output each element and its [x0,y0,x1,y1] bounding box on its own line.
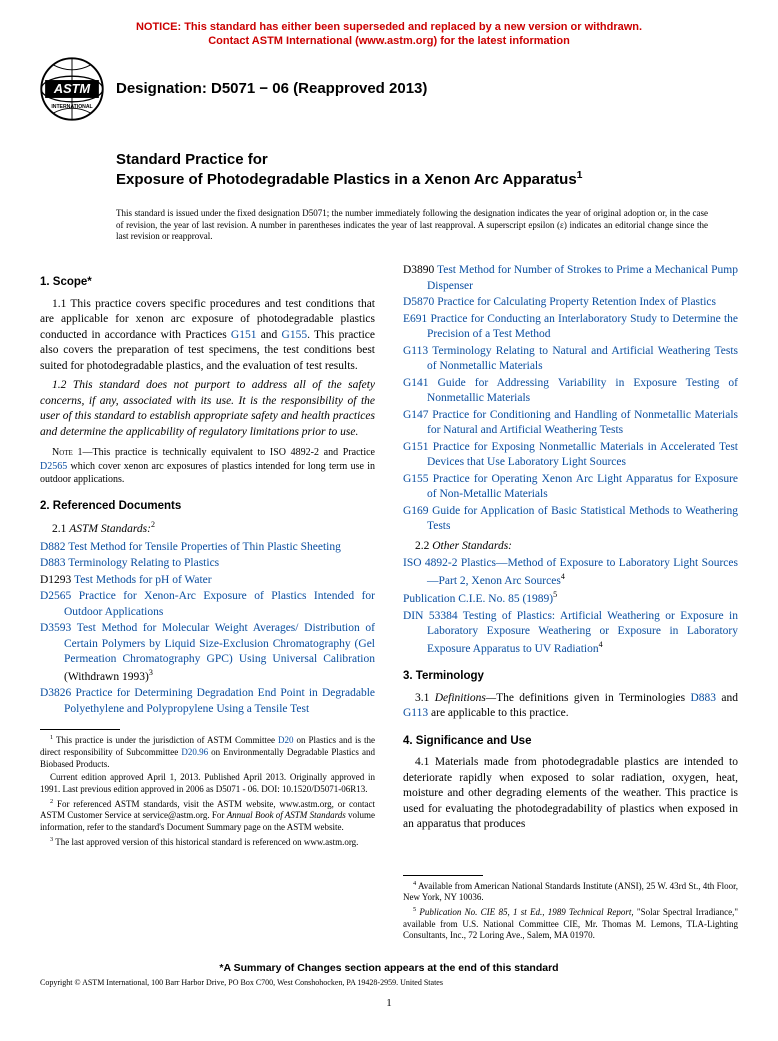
designation-text: Designation: D5071 − 06 (Reapproved 2013… [116,80,427,97]
notice-line1: NOTICE: This standard has either been su… [136,21,642,33]
reference-code[interactable]: D2565 [40,590,71,602]
left-column: 1. Scope* 1.1 This practice covers speci… [40,263,375,944]
astm-logo: ASTM INTERNATIONAL [40,57,104,121]
scope-heading: 1. Scope* [40,275,375,291]
reference-title: Practice for Calculating Property Retent… [434,296,716,308]
reference-code[interactable]: G113 [403,345,428,357]
reference-item: DIN 53384 Testing of Plastics: Artificia… [403,609,738,657]
reference-code[interactable]: D883 [40,557,66,569]
link-d20-96[interactable]: D20.96 [181,747,208,757]
reference-title: Test Methods for pH of Water [71,574,211,586]
scope-p1: 1.1 This practice covers specific proced… [40,297,375,375]
reference-item: D882 Test Method for Tensile Properties … [40,540,375,556]
reference-code[interactable]: E691 [403,313,427,325]
terminology-heading: 3. Terminology [403,669,738,685]
significance-heading: 4. Significance and Use [403,734,738,750]
footnotes-left: 1 This practice is under the jurisdictio… [40,734,375,848]
title-block: Standard Practice for Exposure of Photod… [116,151,738,191]
footnotes-right: 4 Available from American National Stand… [403,880,738,942]
reference-item: D5870 Practice for Calculating Property … [403,295,738,311]
reference-item: ISO 4892-2 Plastics—Method of Exposure t… [403,556,738,589]
document-page: NOTICE: This standard has either been su… [0,0,778,1019]
reference-title: Practice for Conducting an Interlaborato… [427,313,738,341]
reference-item: G141 Guide for Addressing Variability in… [403,376,738,407]
body-columns: 1. Scope* 1.1 This practice covers speci… [40,263,738,944]
scope-note1: Note 1—This practice is technically equi… [40,446,375,487]
reference-item: G147 Practice for Conditioning and Handl… [403,408,738,439]
reference-title: Test Method for Tensile Properties of Th… [66,541,341,553]
changes-note: *A Summary of Changes section appears at… [40,962,738,974]
significance-p1: 4.1 Materials made from photodegradable … [403,755,738,833]
astm-refs-left: D882 Test Method for Tensile Properties … [40,540,375,718]
reference-code[interactable]: G169 [403,505,429,517]
reference-title: Practice for Determining Degradation End… [64,687,375,715]
reference-item: G169 Guide for Application of Basic Stat… [403,504,738,535]
reference-code[interactable]: G155 [403,473,429,485]
svg-text:ASTM: ASTM [53,80,91,95]
reference-code[interactable]: Publication C.I.E. No. 85 (1989) [403,593,553,605]
reference-code[interactable]: D882 [40,541,66,553]
reference-item: D3826 Practice for Determining Degradati… [40,686,375,717]
reference-title: Test Method for Molecular Weight Average… [64,622,375,665]
reference-title: Plastics—Method of Exposure to Laborator… [427,557,738,586]
reference-code[interactable]: D5870 [403,296,434,308]
reference-item: E691 Practice for Conducting an Interlab… [403,312,738,343]
title-prefix: Standard Practice for [116,151,738,170]
notice-line2: Contact ASTM International (www.astm.org… [208,35,570,47]
reference-item: D2565 Practice for Xenon-Arc Exposure of… [40,589,375,620]
link-g155[interactable]: G155 [282,329,308,341]
reference-code[interactable]: G141 [403,377,429,389]
svg-text:INTERNATIONAL: INTERNATIONAL [51,104,92,110]
reference-title: Terminology Relating to Natural and Arti… [427,345,738,373]
reference-item: G113 Terminology Relating to Natural and… [403,344,738,375]
header-row: ASTM INTERNATIONAL Designation: D5071 − … [40,57,738,121]
page-number: 1 [40,997,738,1009]
footnote-rule-left [40,729,120,730]
notice-banner: NOTICE: This standard has either been su… [40,20,738,49]
reference-item: D883 Terminology Relating to Plastics [40,556,375,572]
reference-item: D3593 Test Method for Molecular Weight A… [40,621,375,685]
reference-item: G151 Practice for Exposing Nonmetallic M… [403,440,738,471]
reference-item: G155 Practice for Operating Xenon Arc Li… [403,472,738,503]
reference-code[interactable]: G147 [403,409,429,421]
copyright-text: Copyright © ASTM International, 100 Barr… [40,978,738,987]
other-standards-label: 2.2 Other Standards: [403,539,738,555]
reference-code[interactable]: G151 [403,441,429,453]
title-main: Exposure of Photodegradable Plastics in … [116,169,738,190]
reference-title: Terminology Relating to Plastics [66,557,220,569]
link-g151[interactable]: G151 [231,329,257,341]
scope-p2: 1.2 This standard does not purport to ad… [40,378,375,440]
reference-code[interactable]: D3826 [40,687,71,699]
reference-item: D1293 Test Methods for pH of Water [40,573,375,589]
link-d20[interactable]: D20 [278,735,294,745]
reference-title: Test Method for Number of Strokes to Pri… [427,264,738,292]
reference-code[interactable]: ISO 4892-2 [403,557,458,569]
astm-standards-label: 2.1 ASTM Standards:2 [40,520,375,537]
right-column: D3890 Test Method for Number of Strokes … [403,263,738,944]
issuance-note: This standard is issued under the fixed … [116,208,708,243]
link-g113[interactable]: G113 [403,707,428,719]
refdocs-heading: 2. Referenced Documents [40,499,375,515]
reference-code[interactable]: DIN 53384 [403,610,458,622]
reference-title: Testing of Plastics: Artificial Weatheri… [427,610,738,655]
reference-title: Guide for Application of Basic Statistic… [427,505,738,533]
astm-refs-right: D3890 Test Method for Number of Strokes … [403,263,738,535]
terminology-p1: 3.1 Definitions—The definitions given in… [403,691,738,722]
reference-item: D3890 Test Method for Number of Strokes … [403,263,738,294]
reference-code[interactable]: D3890 [403,264,434,276]
other-refs: ISO 4892-2 Plastics—Method of Exposure t… [403,556,738,657]
reference-title: Practice for Conditioning and Handling o… [427,409,738,437]
footnote-rule-right [403,875,483,876]
reference-code[interactable]: D3593 [40,622,71,634]
reference-title: Practice for Exposing Nonmetallic Materi… [427,441,738,469]
reference-code[interactable]: D1293 [40,574,71,586]
reference-item: Publication C.I.E. No. 85 (1989)5 [403,590,738,607]
link-d2565[interactable]: D2565 [40,461,67,472]
reference-title: Practice for Xenon-Arc Exposure of Plast… [64,590,375,618]
reference-title: Guide for Addressing Variability in Expo… [427,377,738,405]
reference-title: Practice for Operating Xenon Arc Light A… [427,473,738,501]
link-d883[interactable]: D883 [690,692,716,704]
